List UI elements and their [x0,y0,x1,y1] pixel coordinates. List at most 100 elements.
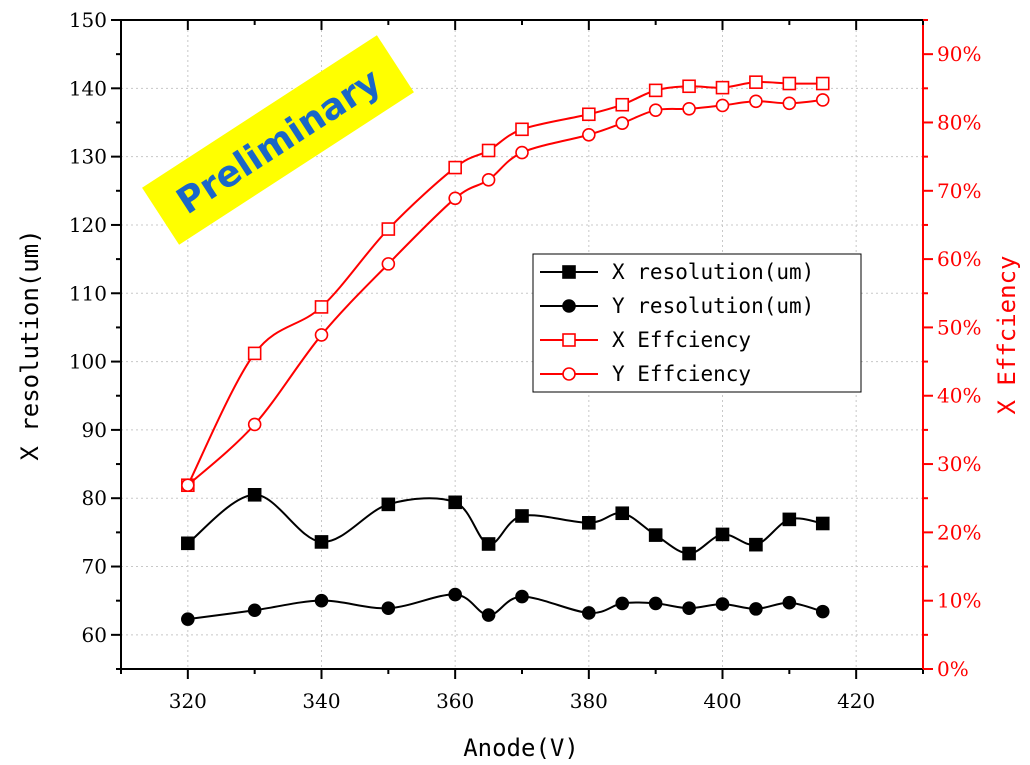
data-point [615,97,630,112]
y2-tick-label: 80% [937,110,981,134]
data-point [715,527,730,542]
data-point [749,75,763,89]
data-point [181,536,195,551]
legend-marker [562,333,576,347]
data-point [247,487,262,502]
legend-label: Y Effciency [612,362,751,386]
series-1 [181,587,830,626]
series-layer [181,75,830,626]
data-point [582,516,596,530]
preliminary-stamp-background [142,35,414,245]
data-point [782,595,797,610]
y2-axis-title: X Effciency [993,256,1021,415]
data-point [515,589,529,604]
y2-tick-label: 30% [937,452,981,476]
data-point [648,528,663,542]
legend-label: X resolution(um) [612,260,814,284]
data-point [448,191,462,206]
data-point [247,603,262,618]
data-point [247,346,262,361]
data-point [448,160,462,175]
data-point [782,76,797,91]
y2-tick-label: 20% [937,520,981,544]
data-point [448,495,462,510]
data-point [715,98,730,113]
data-point [682,79,696,94]
data-point [682,546,696,561]
x-axis-title: Anode(V) [463,734,579,762]
y-tick-label: 70 [82,555,107,579]
x-tick-label: 420 [837,689,875,713]
y2-tick-label: 60% [937,247,981,271]
data-point [381,257,396,271]
series-0 [181,487,830,561]
y-tick-label: 80 [82,486,107,510]
data-point [815,93,830,107]
legend-marker [562,367,576,381]
axes: 320 340 360 380 400 420 60 70 80 90 100 110 120 130 14… [69,8,982,713]
data-point [615,506,630,521]
data-point [648,83,663,98]
data-point [314,300,329,314]
y-tick-label: 140 [69,76,107,100]
y-tick-label: 60 [82,623,107,647]
data-point [481,143,496,158]
data-point [181,612,195,626]
data-point [381,222,396,236]
series-line [187,493,823,555]
legend-marker [562,265,576,279]
preliminary-stamp: Preliminary [142,35,414,245]
y2-tick-label: 70% [937,179,981,203]
data-point [615,116,630,130]
data-point [381,601,396,615]
y2-tick-label: 40% [937,384,981,408]
legend-label: X Effciency [612,328,751,352]
data-point [682,601,696,615]
y2-tick-label: 90% [937,42,981,66]
data-point [448,587,462,602]
preliminary-stamp-text: Preliminary [170,61,389,223]
x-tick-label: 360 [436,689,474,713]
y2-tick-label: 10% [937,589,981,613]
data-point [515,122,529,137]
x-tick-label: 340 [302,689,340,713]
data-point [582,127,596,142]
y-tick-label: 120 [69,213,107,237]
data-point [782,96,797,111]
data-point [481,173,496,187]
data-point [715,80,730,95]
data-point [314,535,329,549]
series-3 [181,93,830,493]
data-point [615,596,630,611]
legend-marker [562,299,576,313]
x-tick-label: 400 [703,689,741,713]
data-point [314,328,329,342]
data-point [481,608,496,622]
data-point [749,94,763,109]
legend: X resolution(um) Y resolution(um) X Effcie… [532,253,862,393]
data-point [515,145,529,160]
data-point [815,604,830,619]
data-point [515,509,529,523]
legend-frame [532,253,862,393]
x-tick-label: 380 [570,689,608,713]
data-point [682,102,696,116]
data-point [715,597,730,611]
data-point [782,512,797,527]
y2-tick-label: 50% [937,315,981,339]
series-line [187,593,824,621]
y-tick-label: 100 [69,350,107,374]
y-tick-label: 90 [82,418,107,442]
data-point [381,497,396,512]
series-2 [181,75,830,493]
data-point [181,478,195,493]
data-point [582,606,596,620]
legend-label: Y resolution(um) [612,294,814,318]
data-point [247,417,262,432]
data-point [749,537,763,552]
data-point [815,516,830,531]
data-point [648,103,663,117]
y-tick-label: 150 [69,8,107,32]
x-tick-label: 320 [169,689,207,713]
